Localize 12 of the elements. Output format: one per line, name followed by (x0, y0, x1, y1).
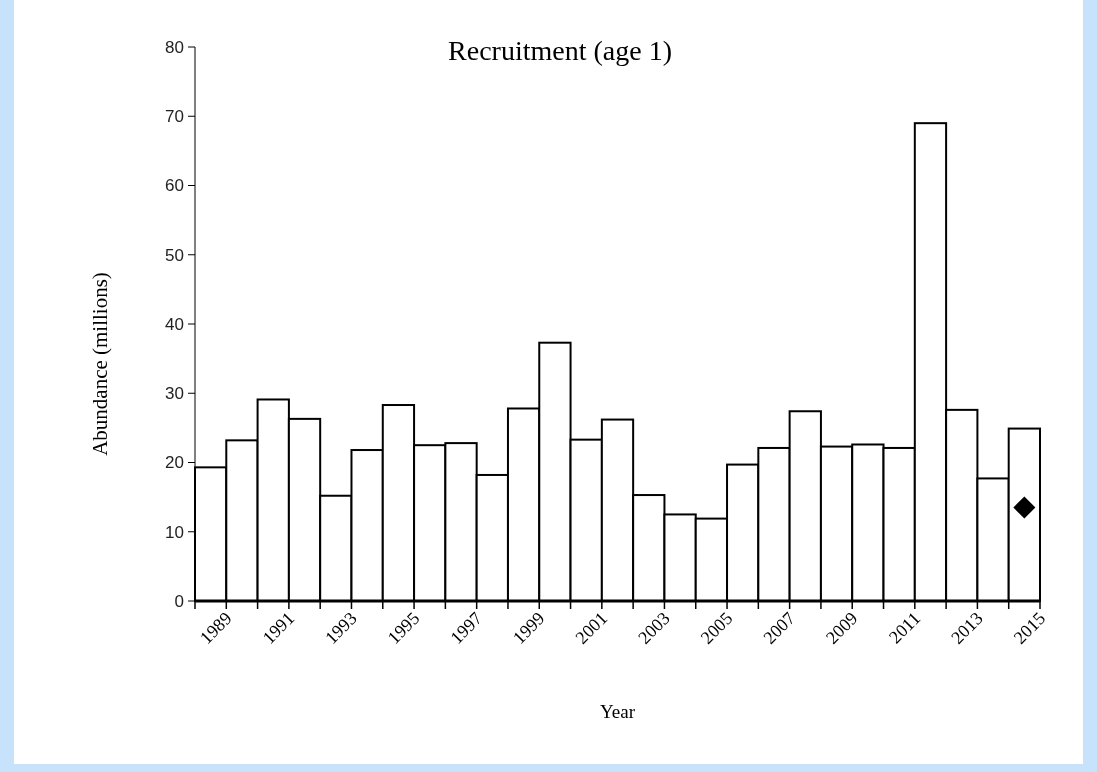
chart-title: Recruitment (age 1) (448, 35, 672, 66)
y-tick-label: 70 (165, 107, 184, 127)
y-tick-label: 30 (165, 384, 184, 404)
y-tick-label: 80 (165, 37, 184, 57)
y-tick-label: 50 (165, 245, 184, 265)
y-tick-label: 10 (165, 522, 184, 542)
y-tick-label: 0 (174, 591, 184, 611)
y-tick-label: 20 (165, 453, 184, 473)
y-tick-label: 60 (165, 176, 184, 196)
y-axis-title: Abundance (millions) (88, 272, 112, 456)
x-axis-title: Year (599, 701, 636, 722)
y-tick-label: 40 (165, 314, 184, 334)
